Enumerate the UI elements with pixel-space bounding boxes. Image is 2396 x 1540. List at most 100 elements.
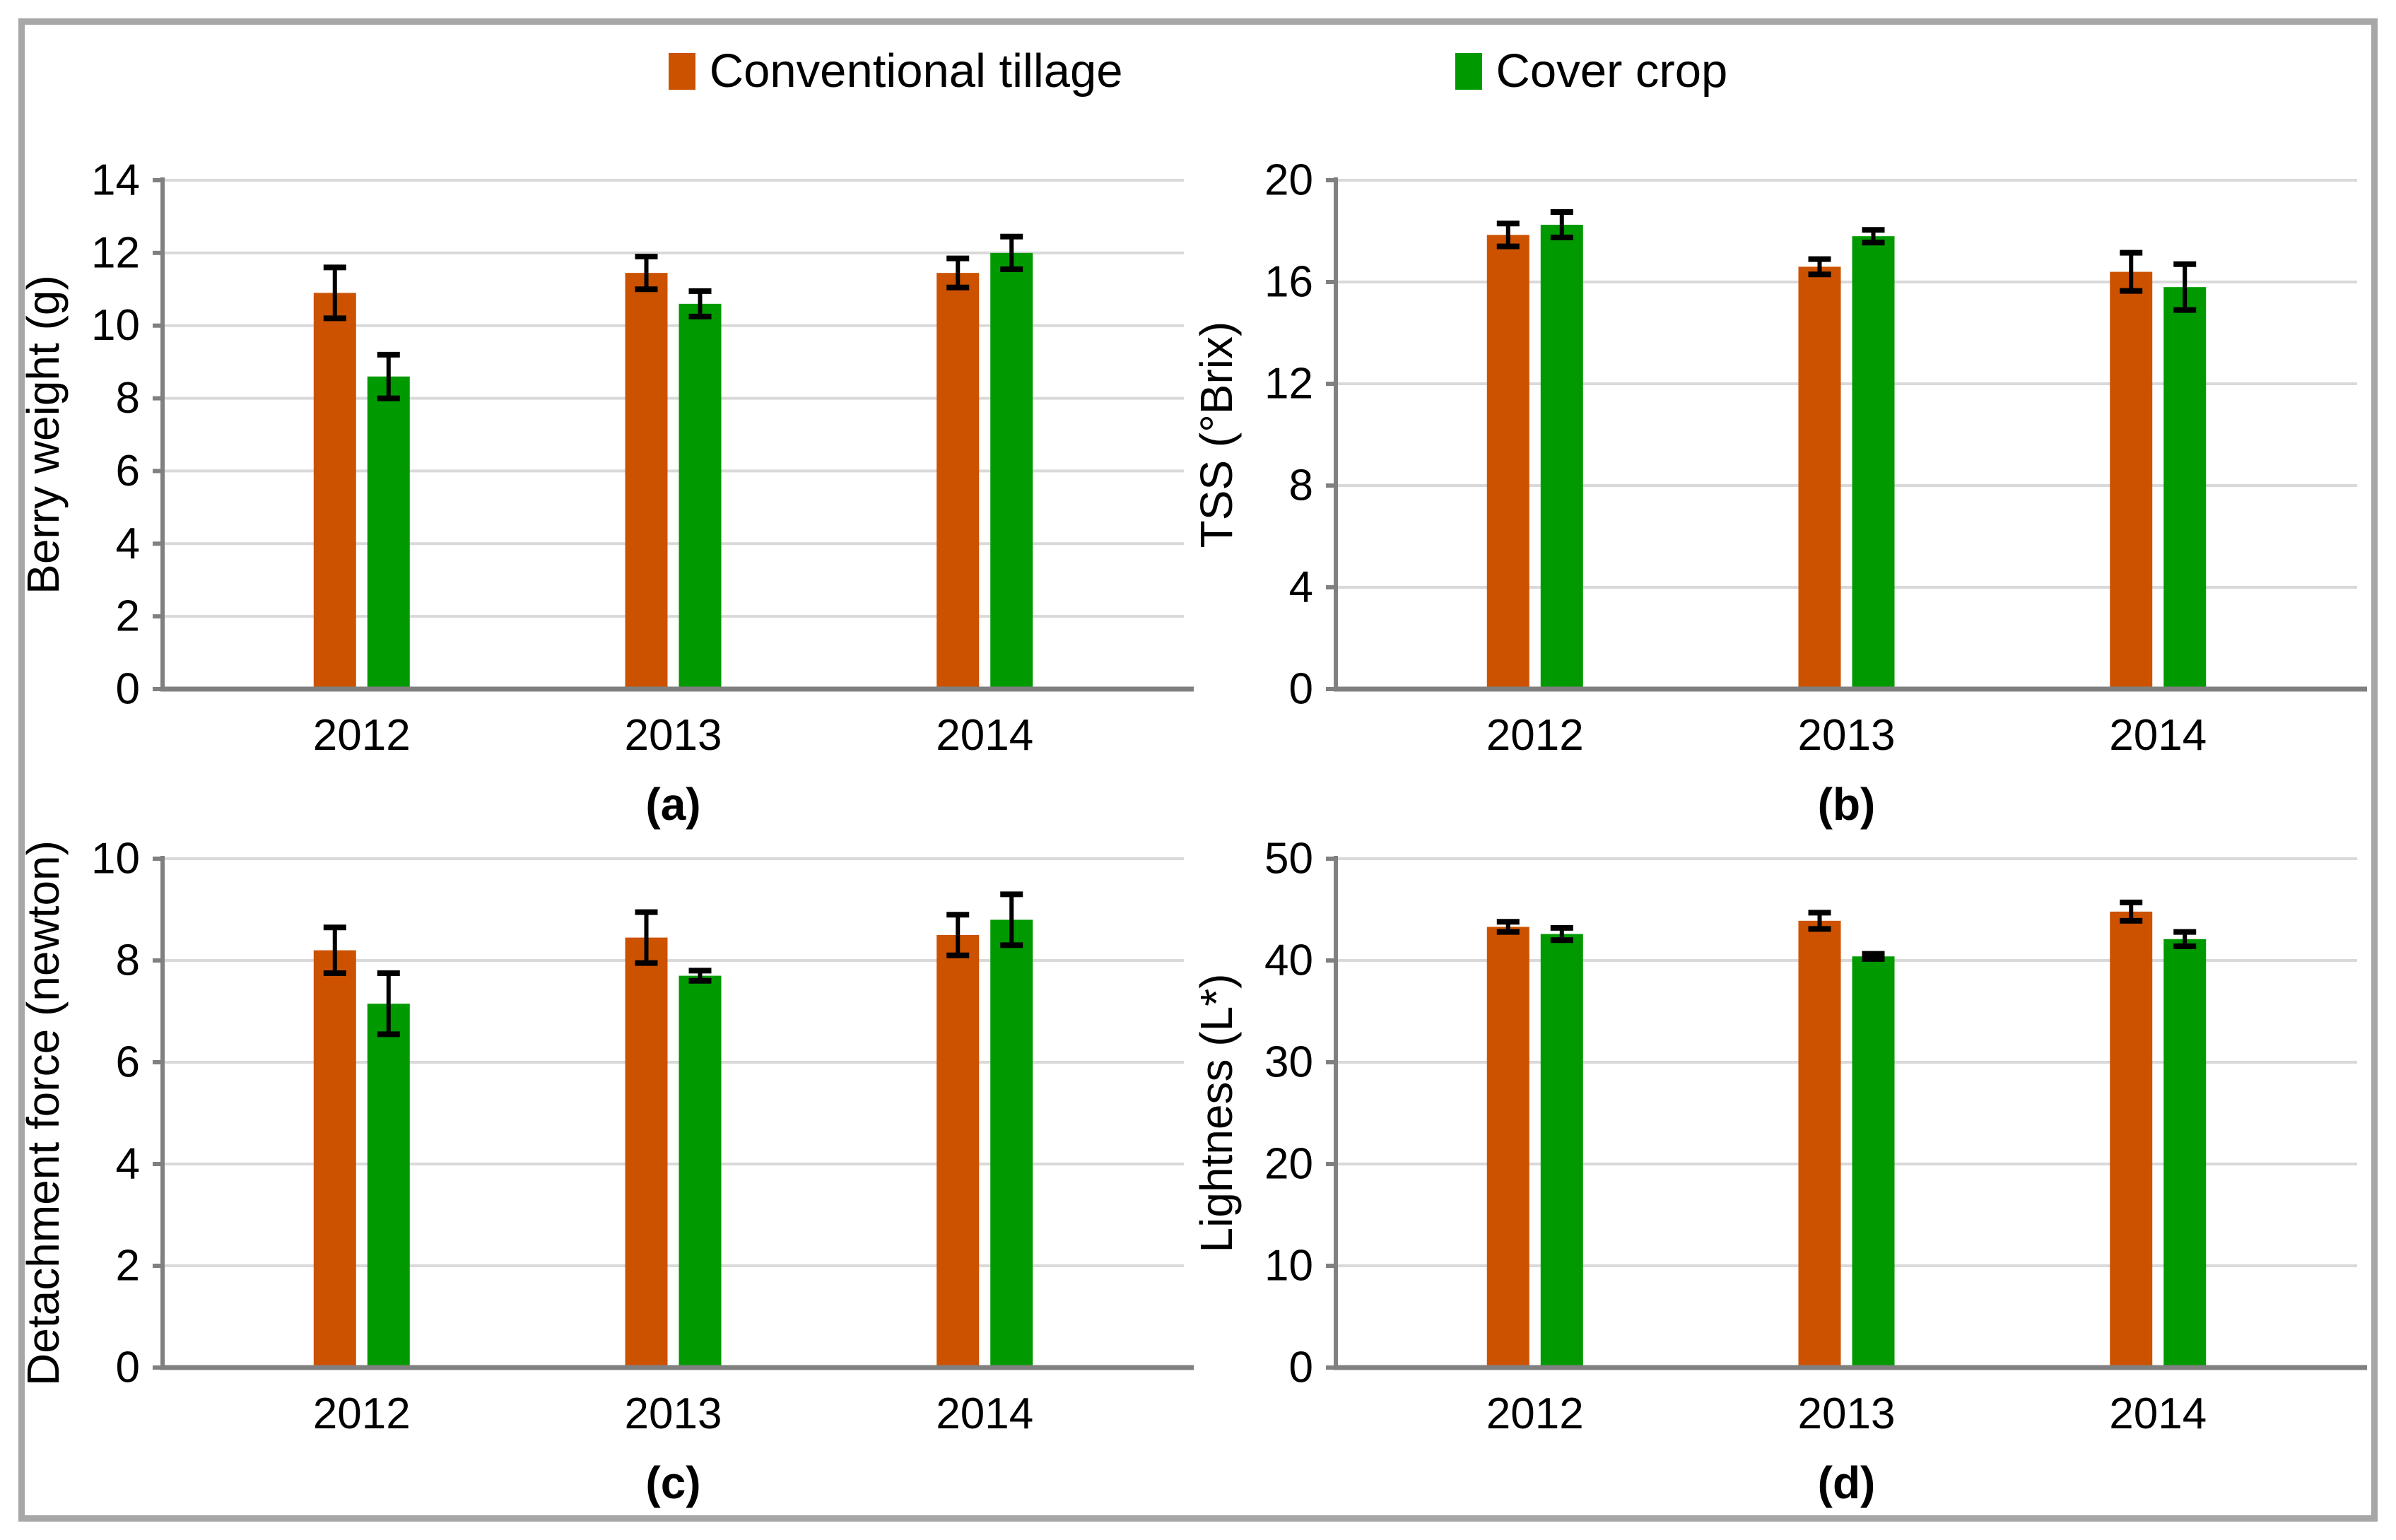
bar-2013-cover-crop xyxy=(679,975,722,1368)
panel-a-chart: 0 2 4 6 8 10 12 14 2012 2013 2014 Berry weight (g) (… xyxy=(18,156,1194,830)
error-bar xyxy=(946,255,970,290)
bar-2014-conventional-tillage xyxy=(2110,271,2153,690)
bar-2012-cover-crop xyxy=(367,1004,410,1368)
y-tick-label: 10 xyxy=(91,301,140,350)
y-tick-label: 14 xyxy=(91,156,140,205)
panel-d-chart: 0 10 20 30 40 50 2012 2013 2014 Lightness (L*) (d) xyxy=(1191,835,2367,1508)
x-tick-label: 2012 xyxy=(1486,711,1584,760)
y-tick-label: 6 xyxy=(116,1038,140,1087)
panel-c-chart: 0 2 4 6 8 10 2012 2013 2014 Detachment force (new… xyxy=(18,835,1194,1508)
error-bar xyxy=(946,912,970,958)
legend-item-conventional-tillage: Conventional tillage xyxy=(668,44,1123,98)
bar-2013-conventional-tillage xyxy=(625,273,668,690)
x-tick-label: 2012 xyxy=(313,1389,411,1438)
x-tick-label: 2013 xyxy=(625,711,722,760)
y-tick-label: 10 xyxy=(1264,1242,1313,1291)
y-tick-label: 0 xyxy=(116,665,140,714)
y-tick-label: 10 xyxy=(91,835,140,883)
y-tick-label: 50 xyxy=(1264,835,1313,883)
legend-item-cover-crop: Cover crop xyxy=(1455,44,1728,98)
bar-2014-conventional-tillage xyxy=(936,273,980,690)
bar-2012-conventional-tillage xyxy=(1486,235,1529,689)
bar-2014-conventional-tillage xyxy=(936,935,980,1368)
y-tick-label: 16 xyxy=(1264,258,1313,307)
y-tick-label: 8 xyxy=(116,936,140,985)
error-bar xyxy=(1000,891,1023,948)
y-tick-label: 30 xyxy=(1264,1038,1313,1087)
bar-2014-cover-crop xyxy=(2163,939,2207,1368)
y-tick-label: 6 xyxy=(116,447,140,495)
y-tick-label: 40 xyxy=(1264,936,1313,985)
y-tick-label: 0 xyxy=(1289,1344,1313,1392)
y-tick-label: 12 xyxy=(91,228,140,277)
conventional-tillage-swatch-icon xyxy=(668,52,695,90)
error-bar xyxy=(688,968,712,984)
error-bar xyxy=(1496,919,1520,935)
bar-2013-conventional-tillage xyxy=(1798,920,1841,1368)
error-bar xyxy=(377,970,400,1038)
figure-border xyxy=(18,18,2378,1522)
panel-caption: (c) xyxy=(645,1457,700,1508)
y-axis-title: TSS (°Brix) xyxy=(1191,322,1242,548)
bar-2014-cover-crop xyxy=(990,919,1033,1368)
y-tick-label: 8 xyxy=(1289,462,1313,510)
legend-label-conventional-tillage: Conventional tillage xyxy=(709,45,1123,98)
bar-2012-cover-crop xyxy=(367,376,410,689)
error-bar xyxy=(2120,249,2143,294)
error-bar xyxy=(1000,233,1023,272)
bar-2013-conventional-tillage xyxy=(1798,266,1841,689)
bar-2013-cover-crop xyxy=(679,303,722,689)
error-bar xyxy=(323,924,346,976)
x-tick-label: 2014 xyxy=(936,1389,1033,1438)
y-tick-label: 4 xyxy=(116,519,140,568)
y-tick-label: 20 xyxy=(1264,156,1313,205)
x-tick-label: 2013 xyxy=(1798,1389,1896,1438)
y-tick-label: 2 xyxy=(116,1242,140,1291)
error-bar xyxy=(1808,910,1831,932)
bar-2014-cover-crop xyxy=(990,252,1033,689)
error-bar xyxy=(2120,899,2143,924)
panel-caption: (a) xyxy=(645,779,700,830)
bar-2014-conventional-tillage xyxy=(2110,911,2153,1368)
x-tick-label: 2014 xyxy=(936,711,1033,760)
panel-b-chart: 0 4 8 12 16 20 2012 2013 2014 TSS (°Brix) (b) xyxy=(1191,156,2367,830)
error-bar xyxy=(635,909,658,966)
bar-2012-cover-crop xyxy=(1540,225,1583,689)
y-tick-label: 4 xyxy=(116,1140,140,1189)
error-bar xyxy=(635,254,658,293)
x-tick-label: 2012 xyxy=(313,711,411,760)
y-tick-label: 0 xyxy=(116,1344,140,1392)
error-bar xyxy=(1862,227,1885,246)
bar-2013-cover-crop xyxy=(1852,236,1895,689)
x-tick-label: 2013 xyxy=(1798,711,1896,760)
y-tick-label: 12 xyxy=(1264,360,1313,408)
bar-2012-cover-crop xyxy=(1540,934,1583,1368)
y-tick-label: 4 xyxy=(1289,563,1313,612)
bar-2013-conventional-tillage xyxy=(625,937,668,1368)
y-axis-title: Lightness (L*) xyxy=(1191,974,1242,1253)
error-bar xyxy=(1496,221,1520,249)
x-tick-label: 2014 xyxy=(2109,1389,2207,1438)
bar-2012-conventional-tillage xyxy=(313,950,356,1368)
error-bar xyxy=(1550,924,1573,944)
panel-caption: (d) xyxy=(1818,1457,1876,1508)
y-axis-title: Berry weight (g) xyxy=(18,275,69,594)
error-bar xyxy=(688,288,712,319)
error-bar xyxy=(2173,261,2197,313)
legend: Conventional tillage Cover crop xyxy=(0,44,2396,98)
panel-caption: (b) xyxy=(1818,779,1876,830)
error-bar xyxy=(377,351,400,401)
cover-crop-swatch-icon xyxy=(1455,52,1482,90)
bar-2012-conventional-tillage xyxy=(1486,927,1529,1368)
error-bar xyxy=(1862,951,1885,962)
x-tick-label: 2014 xyxy=(2109,711,2207,760)
error-bar xyxy=(1808,256,1831,278)
y-tick-label: 0 xyxy=(1289,665,1313,714)
error-bar xyxy=(2173,929,2197,949)
error-bar xyxy=(323,264,346,322)
y-axis-title: Detachment force (newton) xyxy=(18,840,69,1386)
bar-2014-cover-crop xyxy=(2163,287,2207,689)
x-tick-label: 2012 xyxy=(1486,1389,1584,1438)
legend-label-cover-crop: Cover crop xyxy=(1496,45,1728,98)
x-tick-label: 2013 xyxy=(625,1389,722,1438)
